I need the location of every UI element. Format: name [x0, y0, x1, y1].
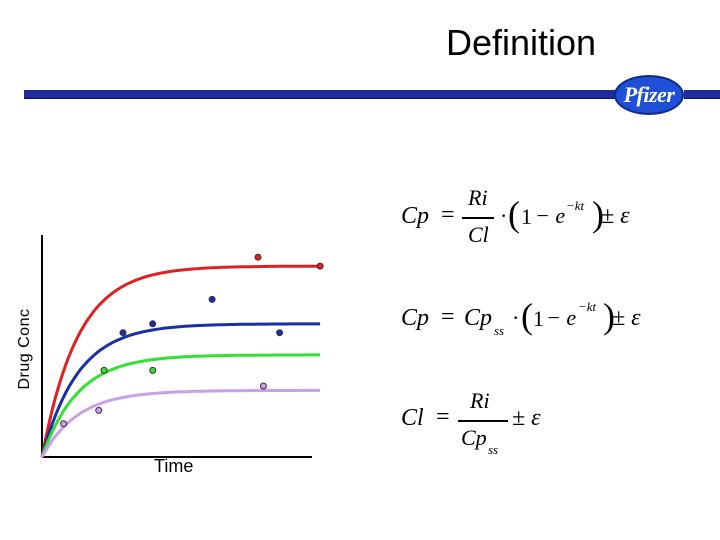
data-point-4-3	[259, 382, 267, 390]
y-axis-label: Drug Conc	[16, 308, 33, 390]
eq3-plus-minus: ± ε	[512, 405, 541, 431]
eq1-dot: ·	[500, 203, 508, 228]
data-point-1-2	[316, 262, 324, 270]
eq2-dot: ·	[512, 305, 520, 330]
eq1-open-paren: (	[508, 194, 520, 234]
eq1-equals: =	[441, 202, 455, 228]
eq1-close-paren: )	[592, 194, 604, 234]
eq2-exponent: −kt	[578, 299, 597, 314]
eq2-plus-minus: ± ε	[612, 305, 641, 331]
eq2-one: 1	[533, 306, 544, 331]
x-axis-label: Time	[154, 456, 194, 476]
eq2-minus-e: − e	[546, 305, 577, 330]
data-point-3-1	[100, 366, 108, 374]
data-point-2-3	[208, 295, 216, 303]
eq1-lhs: Cp	[401, 203, 430, 229]
data-point-2-1	[119, 329, 127, 337]
title-rule-right	[684, 90, 720, 99]
eq2-subscript: ss	[494, 323, 505, 338]
logo-text: Pfizer	[623, 82, 675, 107]
series-line-2	[40, 322, 321, 458]
eq2-factor: Cp	[464, 305, 493, 331]
eq1-exponent: −kt	[566, 198, 585, 213]
eq1-numerator: Ri	[468, 185, 488, 210]
eq3-lhs: Cl	[401, 405, 424, 431]
eq2-close-paren: )	[603, 296, 615, 336]
eq3-denominator: Cp	[461, 425, 487, 450]
series-line-1	[40, 264, 321, 458]
data-point-3-2	[149, 366, 157, 374]
eq1-denominator: Cl	[468, 222, 489, 247]
data-point-1-1	[254, 253, 262, 261]
pfizer-logo: Pfizer	[614, 75, 684, 115]
eq2-open-paren: (	[521, 296, 533, 336]
data-point-2-4	[276, 329, 284, 337]
data-point-4-2	[95, 406, 103, 414]
title-rule	[24, 90, 620, 99]
eq3-numerator: Ri	[470, 388, 490, 413]
eq2-equals: =	[441, 304, 455, 330]
data-point-4-1	[60, 420, 68, 428]
eq3-fraction-bar	[458, 420, 508, 422]
series-line-3	[40, 353, 321, 458]
eq3-subscript: ss	[488, 442, 499, 457]
eq2-lhs: Cp	[401, 305, 430, 331]
eq3-equals: =	[436, 404, 450, 430]
eq1-minus-e: − e	[535, 203, 566, 228]
eq1-one: 1	[521, 204, 532, 229]
eq1-fraction-bar	[462, 217, 494, 219]
data-point-2-2	[149, 320, 157, 328]
eq1-plus-minus: ± ε	[601, 203, 630, 229]
series-line-4	[40, 388, 321, 458]
slide-title: Definition	[446, 22, 597, 63]
